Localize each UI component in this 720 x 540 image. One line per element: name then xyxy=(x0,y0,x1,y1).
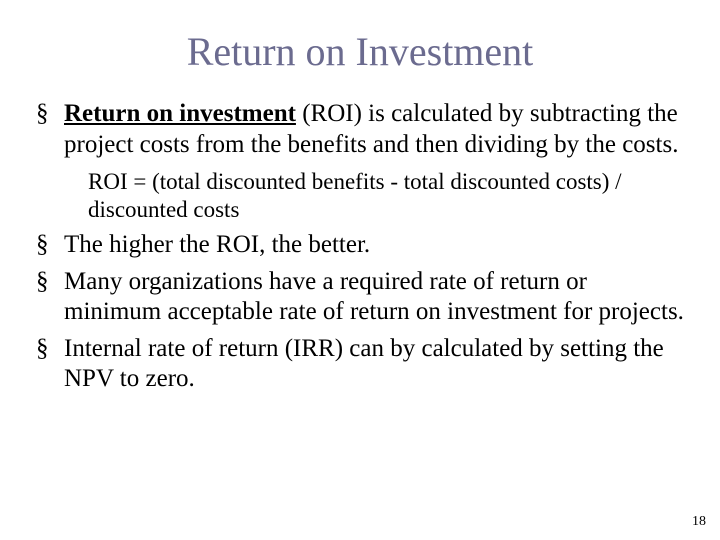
bullet-sub-formula: ROI = (total discounted benefits - total… xyxy=(88,168,684,224)
bullet-item: Internal rate of return (IRR) can by cal… xyxy=(36,334,684,395)
bullet-item: The higher the ROI, the better. xyxy=(36,230,684,261)
page-number: 18 xyxy=(692,514,706,530)
bullet-item: Many organizations have a required rate … xyxy=(36,267,684,328)
bullet-text: Internal rate of return (IRR) can by cal… xyxy=(64,335,664,393)
bullet-bold-term: Return on investment xyxy=(64,100,296,127)
bullet-list: Return on investment (ROI) is calculated… xyxy=(36,99,684,395)
bullet-item: Return on investment (ROI) is calculated… xyxy=(36,99,684,224)
bullet-text: The higher the ROI, the better. xyxy=(64,231,370,258)
bullet-text: Many organizations have a required rate … xyxy=(64,268,684,326)
slide: Return on Investment Return on investmen… xyxy=(0,0,720,540)
slide-title: Return on Investment xyxy=(36,28,684,75)
